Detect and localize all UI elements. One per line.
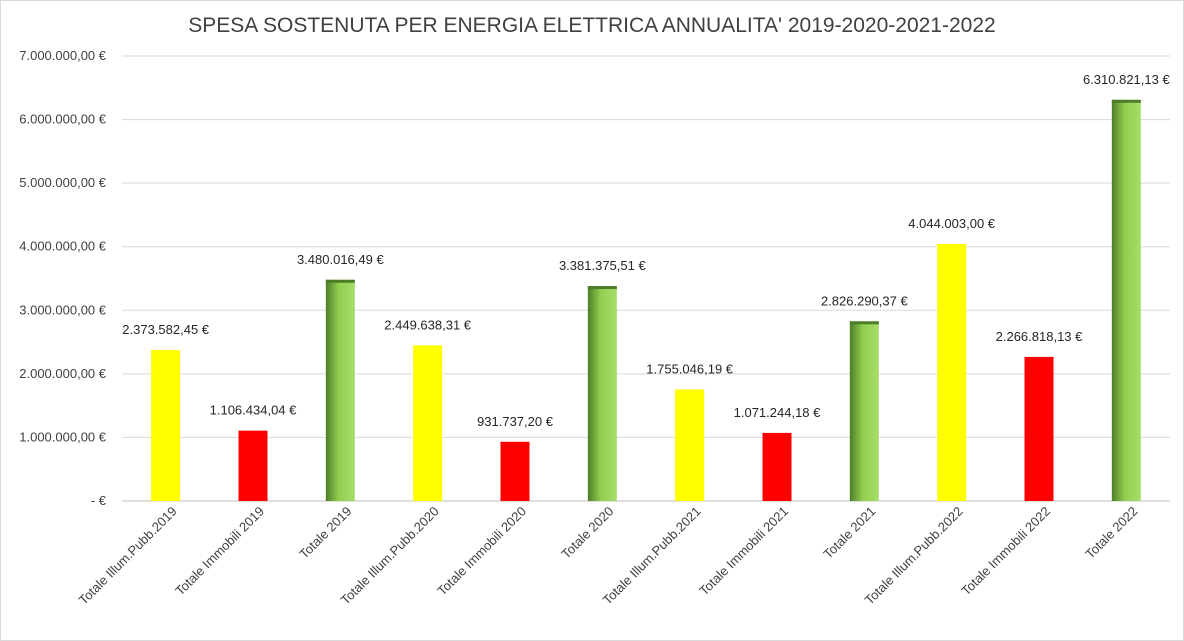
data-label: 931.737,20 € <box>477 414 554 429</box>
x-tick-label: Totale Illum.Pubb.2022 <box>862 504 966 608</box>
bar-illum <box>151 350 181 501</box>
bar-top-edge <box>849 321 879 325</box>
bar-illum <box>413 345 443 501</box>
y-tick-label: 6.000.000,00 € <box>19 112 107 127</box>
chart-title: SPESA SOSTENUTA PER ENERGIA ELETTRICA AN… <box>188 14 996 37</box>
bar-top-edge <box>1111 99 1141 103</box>
y-tick-label: 3.000.000,00 € <box>19 302 107 317</box>
x-tick-label: Totale 2022 <box>1082 504 1140 562</box>
bar-illum <box>675 389 705 501</box>
y-tick-label: - € <box>91 493 107 508</box>
data-label: 2.373.582,45 € <box>122 322 210 337</box>
data-label: 2.266.818,13 € <box>996 329 1084 344</box>
y-tick-label: 5.000.000,00 € <box>19 175 107 190</box>
bar-top-edge <box>587 286 617 290</box>
bar-immobili <box>238 430 268 501</box>
y-tick-label: 1.000.000,00 € <box>19 429 107 444</box>
x-tick-label: Totale Immobili 2021 <box>696 504 791 599</box>
y-tick-label: 4.000.000,00 € <box>19 239 107 254</box>
data-label: 2.826.290,37 € <box>821 293 909 308</box>
bar-totale <box>587 286 617 501</box>
bar-immobili <box>1024 356 1054 501</box>
x-tick-label: Totale Immobili 2019 <box>172 504 267 599</box>
bar-top-edge <box>325 279 355 283</box>
data-labels: 2.373.582,45 € 1.106.434,04 € 3.480.016,49… <box>122 72 1170 429</box>
bar-illum <box>937 243 967 502</box>
bar-totale <box>849 321 879 501</box>
data-label: 6.310.821,13 € <box>1083 72 1171 87</box>
data-label: 3.480.016,49 € <box>297 252 385 267</box>
x-tick-label: Totale Immobili 2022 <box>958 504 1053 599</box>
data-label: 4.044.003,00 € <box>908 216 996 231</box>
data-label: 1.106.434,04 € <box>210 403 298 418</box>
bar-immobili <box>500 441 530 501</box>
bar-totale <box>1111 99 1141 502</box>
x-tick-label: Totale Illum.Pubb.2020 <box>338 504 442 608</box>
x-tick-label: Totale Illum.Pubb.2021 <box>600 504 704 608</box>
x-tick-label: Totale 2021 <box>820 504 878 562</box>
y-tick-label: 2.000.000,00 € <box>19 366 107 381</box>
bar-totale <box>325 279 355 501</box>
data-label: 3.381.375,51 € <box>559 258 647 273</box>
bar-immobili <box>762 432 792 501</box>
y-tick-label: 7.000.000,00 € <box>19 48 107 63</box>
y-axis-tick-labels: - € 1.000.000,00 € 2.000.000,00 € 3.000.000… <box>19 48 107 508</box>
bars <box>151 99 1141 502</box>
x-tick-label: Totale Immobili 2020 <box>434 504 529 599</box>
x-tick-label: Totale 2020 <box>558 504 616 562</box>
data-label: 1.071.244,18 € <box>734 405 822 420</box>
x-tick-label: Totale Illum.Pubb.2019 <box>76 504 180 608</box>
data-label: 1.755.046,19 € <box>646 361 734 376</box>
gridlines <box>122 55 1170 502</box>
data-label: 2.449.638,31 € <box>384 317 472 332</box>
x-tick-label: Totale 2019 <box>296 504 354 562</box>
